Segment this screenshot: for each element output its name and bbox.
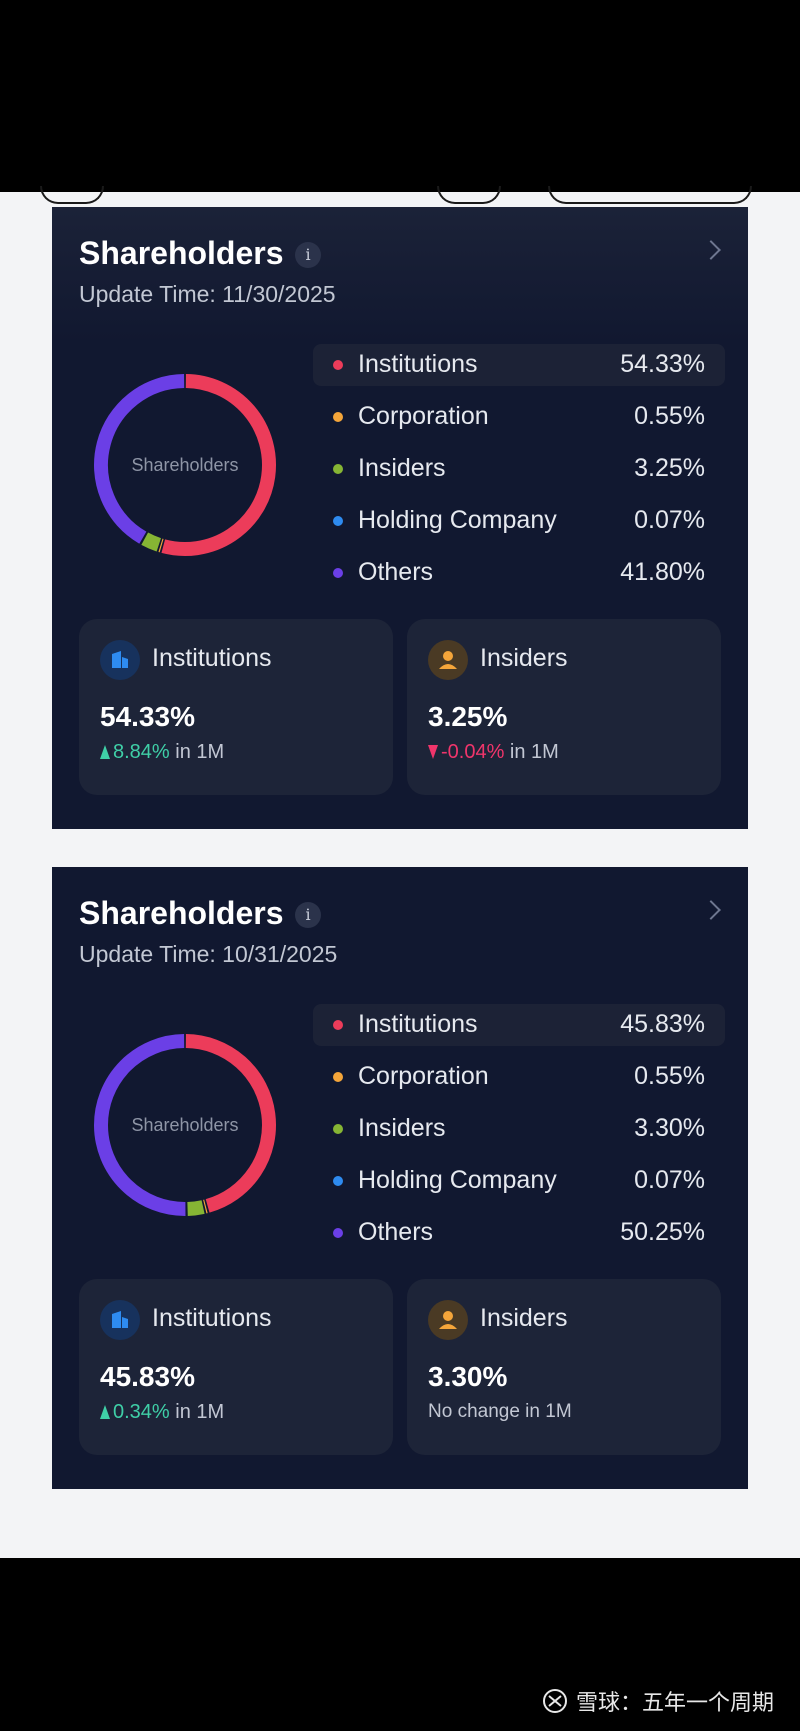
donut-slice-others <box>94 1034 186 1217</box>
card-title: Shareholders <box>79 235 284 271</box>
legend-dot <box>333 464 343 474</box>
legend-value: 45.83% <box>620 1010 705 1038</box>
donut-slice-insiders <box>187 1200 205 1216</box>
legend-label: Others <box>358 1218 434 1246</box>
legend-dot <box>333 568 343 578</box>
legend: Institutions 45.83% Corporation 0.55% In… <box>313 1004 725 1264</box>
legend-row-holding-company[interactable]: Holding Company 0.07% <box>313 500 725 542</box>
donut-slice-institutions <box>161 374 276 556</box>
legend-value: 50.25% <box>620 1218 705 1246</box>
stat-change: 8.84% in 1M <box>100 741 224 764</box>
donut-slice-institutions <box>185 1034 276 1213</box>
legend-label: Corporation <box>358 1062 489 1090</box>
legend-label: Institutions <box>358 1010 478 1038</box>
legend: Institutions 54.33% Corporation 0.55% In… <box>313 344 725 604</box>
legend-dot <box>333 1176 343 1186</box>
institutions-stat-card[interactable]: Institutions 54.33% 8.84% in 1M <box>79 619 393 795</box>
insiders-stat-card[interactable]: Insiders 3.30% No change in 1M <box>407 1279 721 1455</box>
chevron-right-icon[interactable] <box>701 900 721 920</box>
legend-value: 0.07% <box>634 1166 705 1194</box>
legend-value: 3.25% <box>634 454 705 482</box>
change-suffix: in 1M <box>169 741 225 763</box>
stat-change: 0.34% in 1M <box>100 1401 224 1424</box>
tab-stub <box>548 186 752 204</box>
chevron-right-icon[interactable] <box>701 240 721 260</box>
legend-value: 3.30% <box>634 1114 705 1142</box>
stat-percentage: 3.25% <box>428 701 508 732</box>
legend-value: 0.55% <box>634 402 705 430</box>
legend-dot <box>333 360 343 370</box>
stat-percentage: 3.30% <box>428 1361 508 1392</box>
legend-dot <box>333 1124 343 1134</box>
bottom-black-bar: 雪球：五年一个周期 <box>0 1558 800 1731</box>
stat-heading: Insiders <box>480 1304 568 1332</box>
up-arrow-icon <box>100 745 110 759</box>
shareholders-card[interactable]: Shareholders i Update Time: 10/31/2025 S… <box>52 867 748 1489</box>
person-icon <box>428 640 468 680</box>
change-value: 8.84% <box>113 741 170 763</box>
legend-row-institutions[interactable]: Institutions 54.33% <box>313 344 725 386</box>
legend-label: Institutions <box>358 350 478 378</box>
down-arrow-icon <box>428 745 438 759</box>
xueqiu-logo-icon <box>542 1689 567 1713</box>
person-icon <box>428 1300 468 1340</box>
legend-dot <box>333 1072 343 1082</box>
legend-label: Holding Company <box>358 506 557 534</box>
legend-value: 0.07% <box>634 506 705 534</box>
shareholders-donut-chart <box>94 1034 276 1217</box>
shareholders-donut-chart <box>94 374 276 556</box>
donut-slice-insiders <box>141 532 162 552</box>
info-icon[interactable]: i <box>295 902 321 928</box>
legend-row-insiders[interactable]: Insiders 3.30% <box>313 1108 725 1150</box>
tab-stub <box>40 186 104 204</box>
legend-value: 0.55% <box>634 1062 705 1090</box>
change-value: 0.34% <box>113 1401 170 1423</box>
legend-dot <box>333 1020 343 1030</box>
legend-label: Insiders <box>358 454 446 482</box>
legend-label: Holding Company <box>358 1166 557 1194</box>
stat-change: -0.04% in 1M <box>428 741 559 764</box>
donut-slice-others <box>94 374 185 544</box>
legend-row-institutions[interactable]: Institutions 45.83% <box>313 1004 725 1046</box>
change-suffix: in 1M <box>169 1401 225 1423</box>
building-icon <box>100 1300 140 1340</box>
tab-stub <box>437 186 501 204</box>
institutions-stat-card[interactable]: Institutions 45.83% 0.34% in 1M <box>79 1279 393 1455</box>
legend-row-corporation[interactable]: Corporation 0.55% <box>313 1056 725 1098</box>
legend-row-holding-company[interactable]: Holding Company 0.07% <box>313 1160 725 1202</box>
update-time: Update Time: 10/31/2025 <box>79 941 338 967</box>
legend-label: Others <box>358 558 434 586</box>
donut-center-label: Shareholders <box>131 1114 239 1135</box>
legend-dot <box>333 516 343 526</box>
legend-dot <box>333 1228 343 1238</box>
info-icon[interactable]: i <box>295 242 321 268</box>
legend-dot <box>333 412 343 422</box>
stat-heading: Insiders <box>480 644 568 672</box>
legend-row-others[interactable]: Others 41.80% <box>313 552 725 594</box>
legend-label: Insiders <box>358 1114 446 1142</box>
legend-label: Corporation <box>358 402 489 430</box>
shareholders-card[interactable]: Shareholders i Update Time: 11/30/2025 S… <box>52 207 748 829</box>
legend-value: 41.80% <box>620 558 705 586</box>
stat-percentage: 45.83% <box>100 1361 195 1392</box>
building-icon <box>100 640 140 680</box>
watermark: 雪球：五年一个周期 <box>542 1685 774 1717</box>
legend-row-insiders[interactable]: Insiders 3.25% <box>313 448 725 490</box>
top-black-bar <box>0 0 800 192</box>
legend-row-corporation[interactable]: Corporation 0.55% <box>313 396 725 438</box>
legend-value: 54.33% <box>620 350 705 378</box>
legend-row-others[interactable]: Others 50.25% <box>313 1212 725 1254</box>
change-suffix: in 1M <box>504 741 559 763</box>
card-title: Shareholders <box>79 895 284 931</box>
insiders-stat-card[interactable]: Insiders 3.25% -0.04% in 1M <box>407 619 721 795</box>
stat-percentage: 54.33% <box>100 701 195 732</box>
watermark-text: 雪球：五年一个周期 <box>575 1691 774 1716</box>
stat-no-change: No change in 1M <box>428 1401 572 1422</box>
update-time: Update Time: 11/30/2025 <box>79 281 336 307</box>
donut-center-label: Shareholders <box>131 454 239 475</box>
stat-heading: Institutions <box>152 644 272 672</box>
stat-heading: Institutions <box>152 1304 272 1332</box>
change-value: -0.04% <box>441 741 505 763</box>
up-arrow-icon <box>100 1405 110 1419</box>
